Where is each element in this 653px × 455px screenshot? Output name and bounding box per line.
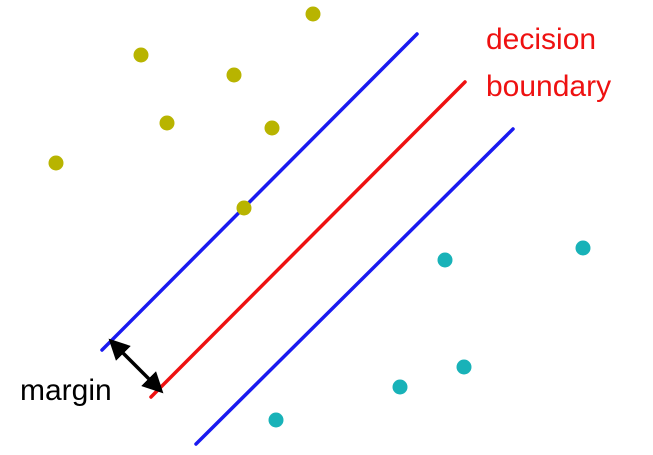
lower-margin-line [194,127,515,446]
class-b-point [456,359,472,375]
class-a-point [226,67,242,83]
class-a-points [48,6,321,216]
margin-label: margin [20,374,112,407]
class-a-point [305,6,321,22]
class-a-point [236,200,252,216]
class-a-point [133,47,149,63]
class-a-point [48,155,64,171]
decision-boundary-label-line1: decision [486,23,596,56]
class-b-point [268,412,284,428]
class-b-point [392,379,408,395]
class-a-point [159,115,175,131]
class-b-point [575,240,591,256]
class-a-point [264,120,280,136]
decision-boundary-line [149,80,467,399]
decision-boundary-label-line2: boundary [486,70,611,103]
class-b-point [437,252,453,268]
upper-margin-line [100,32,419,352]
margin-arrow [108,338,164,394]
class-b-points [268,240,591,428]
